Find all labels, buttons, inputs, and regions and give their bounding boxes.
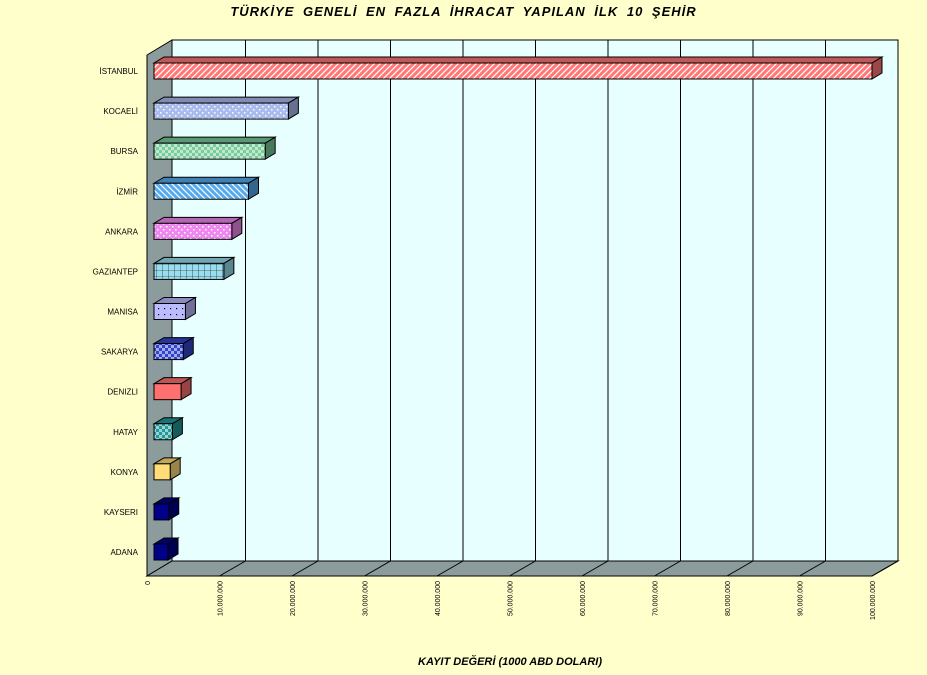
- x-tick-label: 100.000.000: [870, 581, 877, 620]
- bar-front: [153, 142, 266, 160]
- bar-front: [153, 383, 182, 401]
- bar: [152, 456, 183, 481]
- bar: [152, 537, 180, 561]
- category-label: ADANA: [110, 548, 138, 557]
- x-tick-label: 70.000.000: [653, 581, 660, 616]
- x-tick-label: 50.000.000: [508, 581, 515, 616]
- x-tick-label: 30.000.000: [363, 581, 370, 616]
- bar: [152, 256, 236, 281]
- bar: [152, 216, 244, 241]
- category-label: KAYSERI: [104, 508, 138, 517]
- x-tick-label: 20.000.000: [290, 581, 297, 616]
- category-labels: İSTANBUL KOCAELİ BURSA İZMİR ANKARA GAZIANTEP…: [93, 67, 139, 557]
- floor-gridline: [509, 560, 536, 577]
- floor-gridline: [726, 560, 754, 577]
- x-tick-labels: 0 10.000.000 20.000.000 30.000.000 40.000.00…: [145, 581, 877, 620]
- gridlines: [219, 40, 899, 577]
- bar-front: [153, 423, 173, 441]
- floor-gridline: [871, 560, 899, 577]
- floor-gridline: [581, 560, 609, 577]
- floor-gridline: [799, 560, 826, 577]
- plot-walls: [145, 39, 900, 577]
- category-label: ANKARA: [105, 227, 139, 236]
- bar-front: [153, 503, 170, 521]
- floor-gridline: [654, 560, 681, 577]
- x-tick-label: 90.000.000: [798, 581, 805, 616]
- category-label: HATAY: [113, 428, 139, 437]
- bar-front: [153, 303, 186, 320]
- bar-top: [152, 256, 236, 264]
- x-tick-label: 10.000.000: [218, 581, 225, 616]
- bar: [152, 56, 884, 80]
- bar: [152, 176, 261, 201]
- category-label: İZMİR: [116, 187, 138, 196]
- bar: [152, 296, 198, 321]
- bar: [152, 497, 181, 521]
- bar-top: [152, 136, 277, 144]
- floor-gridline: [436, 560, 464, 577]
- category-label: İSTANBUL: [99, 67, 138, 76]
- category-label: GAZIANTEP: [93, 267, 138, 276]
- bar-front: [153, 62, 873, 80]
- chart-title: TÜRKİYE GENELİ EN FAZLA İHRACAT YAPILAN …: [230, 4, 697, 19]
- bar: [152, 136, 277, 161]
- bar-top: [152, 216, 244, 224]
- category-label: MANISA: [107, 308, 138, 317]
- bar: [152, 416, 185, 441]
- bar: [152, 96, 301, 120]
- x-tick-label: 40.000.000: [435, 581, 442, 616]
- bar-front: [153, 182, 249, 200]
- bar-top: [152, 56, 884, 64]
- category-label: BURSA: [110, 147, 138, 156]
- bar-front: [153, 343, 184, 361]
- bar-front: [153, 543, 169, 561]
- bar-front: [153, 262, 225, 280]
- bars: [152, 56, 884, 561]
- floor-gridline: [364, 560, 391, 577]
- bar: [152, 336, 196, 361]
- bar-front: [153, 102, 289, 120]
- category-label: SAKARYA: [101, 348, 139, 357]
- floor-gridline: [291, 560, 319, 577]
- category-label: KOCAELİ: [103, 107, 138, 116]
- x-axis-label: KAYIT DEĞERİ (1000 ABD DOLARI): [418, 656, 602, 668]
- bar-front: [153, 222, 233, 240]
- x-tick-label: 0: [145, 581, 152, 585]
- category-label: KONYA: [111, 468, 139, 477]
- x-tick-label: 80.000.000: [725, 581, 732, 616]
- x-tick-label: 60.000.000: [580, 581, 587, 616]
- bar-front: [153, 463, 171, 481]
- bar: [152, 376, 193, 401]
- floor-gridline: [219, 560, 246, 577]
- bar-top: [152, 176, 261, 184]
- bar-top: [152, 96, 301, 104]
- category-label: DENIZLI: [107, 388, 138, 397]
